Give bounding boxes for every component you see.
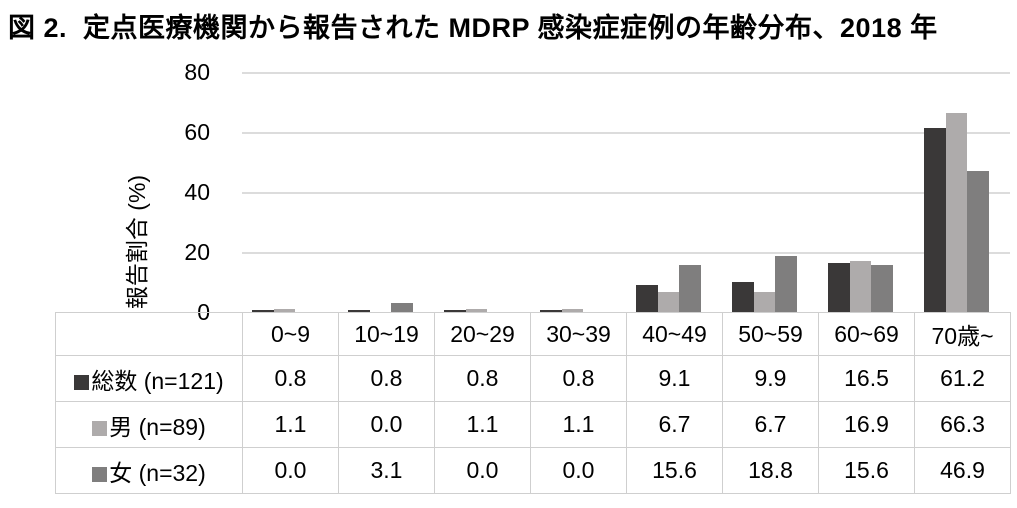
bar: [636, 284, 658, 312]
value-cell: 16.9: [818, 401, 915, 448]
bar: [871, 265, 893, 312]
bar: [444, 309, 466, 312]
value-cell: 6.7: [722, 401, 819, 448]
bar: [540, 309, 562, 312]
bar-group: [242, 72, 338, 312]
bar: [732, 282, 754, 312]
value-cell: 66.3: [914, 401, 1011, 448]
category-header-cell: 50~59: [722, 312, 819, 356]
bar: [657, 291, 679, 312]
y-tick-label: 40: [184, 179, 210, 205]
series-label: 女 (n=32): [109, 459, 206, 486]
bar: [348, 309, 370, 312]
gridline: [242, 72, 1010, 74]
value-cell: 15.6: [626, 447, 723, 494]
value-cell: 0.8: [530, 355, 627, 402]
legend-swatch: [74, 374, 90, 390]
bar: [924, 128, 946, 312]
category-header-cell: 70歳~: [914, 312, 1011, 356]
value-cell: 18.8: [722, 447, 819, 494]
bar: [967, 171, 989, 312]
y-tick-label: 60: [184, 119, 210, 145]
figure-title: 図 2. 定点医療機関から報告された MDRP 感染症症例の年齢分布、2018 …: [8, 13, 938, 43]
value-cell: 6.7: [626, 401, 723, 448]
value-cell: 9.1: [626, 355, 723, 402]
table-header-row: 0~9 10~19 20~29 30~39 40~49 50~59 60~69 70歳~: [55, 312, 1011, 356]
bar: [849, 261, 871, 312]
value-cell: 0.0: [434, 447, 531, 494]
table-row: 男 (n=89) 1.1 0.0 1.1 1.1 6.7 6.7 16.9 66.3: [55, 401, 1011, 448]
category-header-cell: 60~69: [818, 312, 915, 356]
bar-group: [434, 72, 530, 312]
table-corner-blank: [55, 312, 243, 356]
bar: [775, 255, 797, 312]
value-cell: 1.1: [242, 401, 339, 448]
legend-cell: 総数 (n=121): [55, 355, 243, 402]
value-cell: 0.8: [338, 355, 435, 402]
gridline: [242, 192, 1010, 194]
bar-group: [818, 72, 914, 312]
table-row: 女 (n=32) 0.0 3.1 0.0 0.0 15.6 18.8 15.6 46.9: [55, 447, 1011, 494]
category-header-cell: 20~29: [434, 312, 531, 356]
bar-group: [914, 72, 1010, 312]
category-header-cell: 40~49: [626, 312, 723, 356]
category-header-cell: 10~19: [338, 312, 435, 356]
bar: [252, 309, 274, 312]
category-header-cell: 30~39: [530, 312, 627, 356]
series-label: 総数 (n=121): [91, 367, 224, 394]
value-cell: 1.1: [530, 401, 627, 448]
value-cell: 0.0: [338, 401, 435, 448]
value-cell: 0.0: [530, 447, 627, 494]
bar-group: [626, 72, 722, 312]
bar: [273, 308, 295, 312]
bar: [828, 262, 850, 312]
value-cell: 1.1: [434, 401, 531, 448]
value-cell: 3.1: [338, 447, 435, 494]
data-table: 0~9 10~19 20~29 30~39 40~49 50~59 60~69 70歳~ 総数 …: [55, 312, 1011, 494]
y-tick-label: 80: [184, 59, 210, 85]
bar: [561, 308, 583, 312]
plot-area: [242, 72, 1010, 312]
legend-cell: 女 (n=32): [55, 447, 243, 494]
value-cell: 46.9: [914, 447, 1011, 494]
bar-group: [722, 72, 818, 312]
bar: [753, 291, 775, 312]
bar: [945, 113, 967, 312]
y-tick-label: 20: [184, 239, 210, 265]
value-cell: 16.5: [818, 355, 915, 402]
value-cell: 0.0: [242, 447, 339, 494]
legend-cell: 男 (n=89): [55, 401, 243, 448]
series-label: 男 (n=89): [109, 413, 206, 440]
legend-swatch: [92, 420, 108, 436]
bar: [679, 265, 701, 312]
gridline: [242, 132, 1010, 134]
gridline: [242, 252, 1010, 254]
bar-group: [338, 72, 434, 312]
bar-group: [530, 72, 626, 312]
value-cell: 9.9: [722, 355, 819, 402]
value-cell: 61.2: [914, 355, 1011, 402]
table-row: 総数 (n=121) 0.8 0.8 0.8 0.8 9.1 9.9 16.5 61.2: [55, 355, 1011, 402]
value-cell: 0.8: [434, 355, 531, 402]
bar: [465, 308, 487, 312]
legend-swatch: [92, 466, 108, 482]
value-cell: 15.6: [818, 447, 915, 494]
value-cell: 0.8: [242, 355, 339, 402]
category-header-cell: 0~9: [242, 312, 339, 356]
bar: [391, 302, 413, 312]
